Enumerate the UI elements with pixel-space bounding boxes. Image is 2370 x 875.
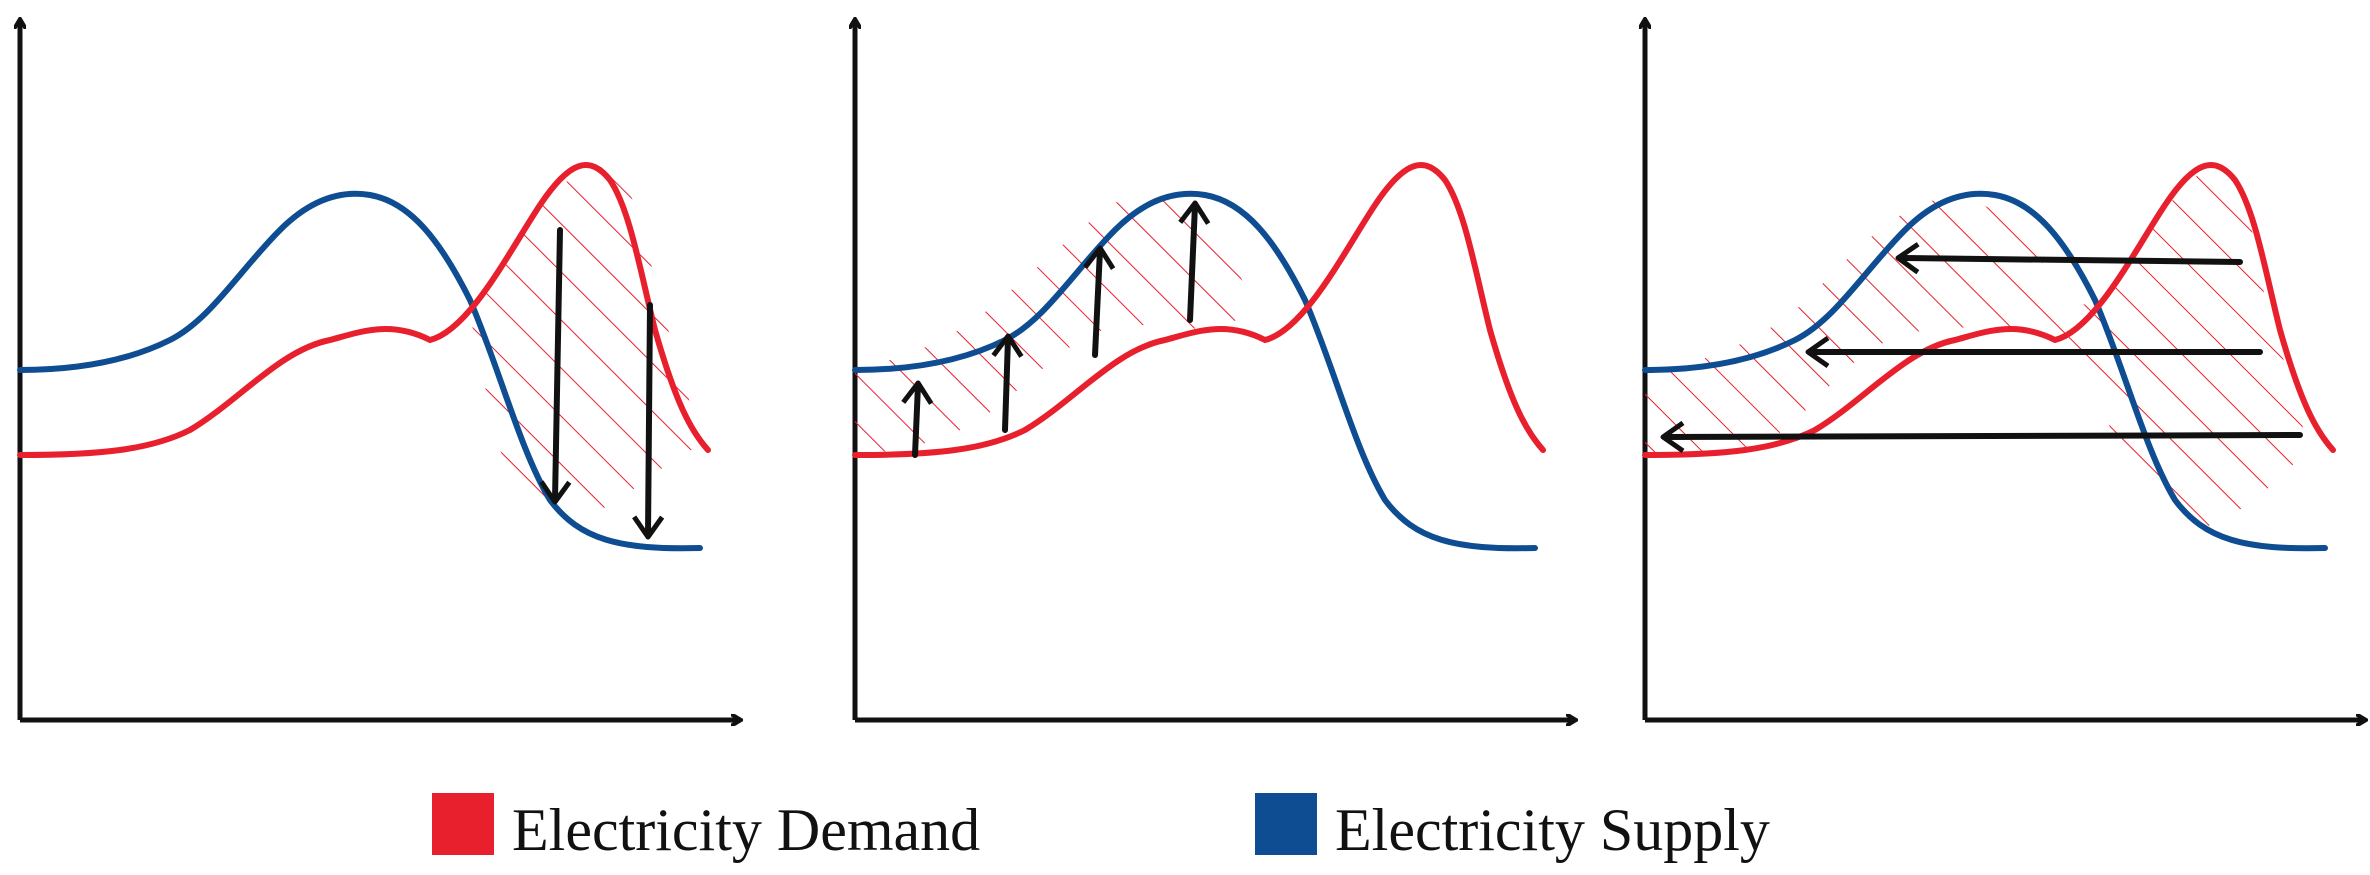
legend-swatch-demand	[432, 793, 494, 855]
legend-label-demand: Electricity Demand	[512, 797, 980, 863]
curves	[1642, 162, 2336, 552]
legend-label-supply: Electricity Supply	[1335, 797, 1770, 863]
shift-arrow	[632, 302, 665, 540]
shift-arrow	[1083, 245, 1116, 358]
shaded-region	[472, 166, 705, 515]
shaded-region	[855, 196, 1258, 456]
demand-curve	[852, 162, 1546, 458]
shift-arrow	[1178, 200, 1211, 323]
panel-demand-increase	[855, 20, 1575, 720]
demand-curve	[17, 162, 711, 458]
legend-swatch-supply	[1255, 793, 1317, 855]
legend: Electricity Demand Electricity Supply	[432, 793, 1770, 863]
demand-curve	[1642, 162, 2336, 458]
shift-arrow	[539, 227, 572, 505]
panel-demand-shifting	[1645, 20, 2365, 720]
shift-arrow	[901, 380, 934, 458]
shift-arrow	[1660, 420, 2303, 453]
supply-curve	[1642, 190, 2328, 552]
shift-arrow	[991, 333, 1024, 433]
panel-demand-reduction	[20, 20, 740, 720]
shift-arrow	[1895, 242, 2243, 275]
